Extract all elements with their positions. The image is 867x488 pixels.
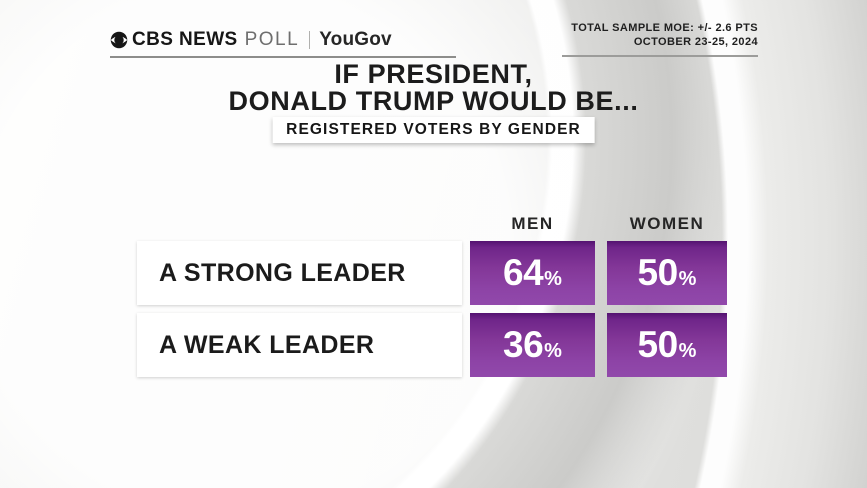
date-text: OCTOBER 23-25, 2024	[633, 36, 758, 48]
sample-meta: TOTAL SAMPLE MOE: +/- 2.6 PTS OCTOBER 23…	[571, 21, 758, 49]
brand-divider	[309, 31, 311, 49]
value-cell-weak-women: 50 %	[607, 313, 727, 377]
value-number: 64	[503, 252, 544, 293]
row-label-text: A STRONG LEADER	[159, 258, 406, 287]
subtitle-badge: REGISTERED VOTERS BY GENDER	[272, 117, 595, 143]
row-label-text: A WEAK LEADER	[159, 330, 375, 359]
value: 36 %	[503, 324, 562, 366]
moe-text: TOTAL SAMPLE MOE: +/- 2.6 PTS	[571, 22, 758, 34]
value: 50 %	[638, 324, 697, 366]
percent-sign: %	[544, 340, 562, 362]
value-cell-strong-men: 64 %	[470, 241, 595, 305]
brand-underline	[110, 56, 456, 58]
column-header-women: WOMEN	[629, 214, 705, 233]
value-cell-weak-men: 36 %	[470, 313, 595, 377]
value-cell-strong-women: 50 %	[607, 241, 727, 305]
value-number: 50	[637, 324, 679, 365]
value: 64 %	[503, 252, 562, 294]
cbs-news-wordmark: CBS NEWS	[132, 29, 238, 50]
brand-bar: CBS NEWS POLL YouGov	[110, 28, 392, 52]
percent-sign: %	[678, 268, 697, 290]
title-line-2: DONALD TRUMP WOULD BE...	[228, 86, 639, 116]
yougov-wordmark: YouGov	[319, 29, 392, 50]
value-number: 36	[503, 324, 544, 365]
row-label-strong-leader: A STRONG LEADER	[137, 241, 462, 305]
row-label-weak-leader: A WEAK LEADER	[137, 313, 462, 377]
poll-wordmark: POLL	[244, 29, 300, 50]
value: 50 %	[638, 252, 697, 294]
value-number: 50	[637, 252, 679, 293]
meta-underline	[562, 55, 758, 57]
title-line-1: IF PRESIDENT,	[334, 59, 533, 89]
cbs-eye-icon	[110, 31, 128, 49]
column-header-men: MEN	[511, 214, 554, 233]
page-title: IF PRESIDENT, DONALD TRUMP WOULD BE...	[0, 61, 867, 115]
percent-sign: %	[544, 268, 562, 290]
percent-sign: %	[678, 340, 697, 362]
